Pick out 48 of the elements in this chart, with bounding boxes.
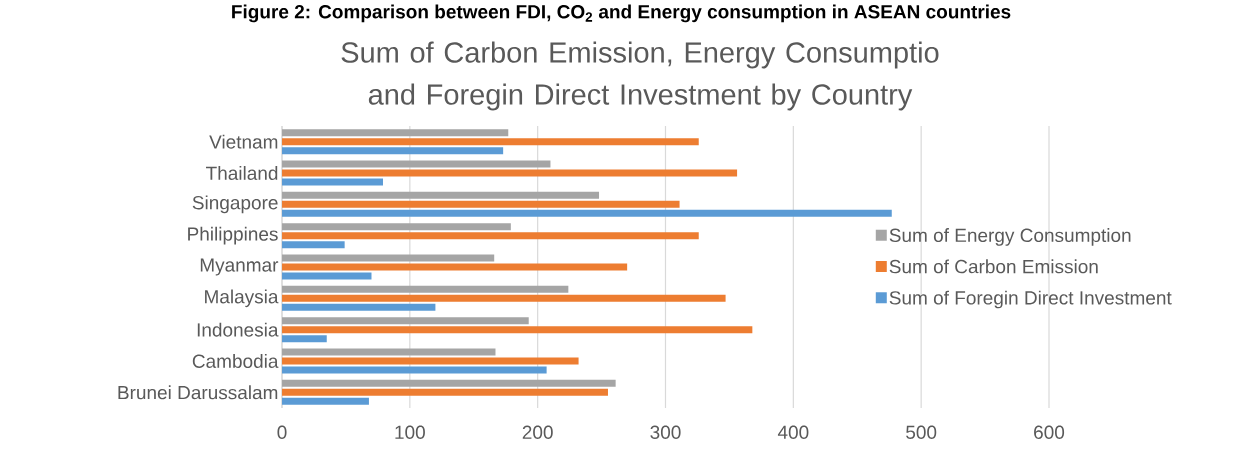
x-tick-label: 100	[395, 425, 425, 439]
bar	[282, 388, 608, 396]
x-tick-label: 200	[522, 425, 553, 439]
chart-title: Sum of Carbon Emission, Energy Consumptio and Foregin Direct Investment by Country	[341, 41, 939, 111]
y-tick-label: Indonesia	[197, 322, 279, 337]
bar	[282, 263, 628, 271]
bar	[282, 303, 436, 311]
legend-label: Sum of Carbon Emission	[889, 259, 1098, 274]
bar	[282, 160, 551, 168]
legend-label: Sum of Foregin Direct Investment	[889, 290, 1172, 309]
x-tick-label: 300	[650, 425, 681, 439]
bar	[282, 294, 726, 302]
bar	[282, 326, 753, 334]
y-tick-label: Singapore	[192, 195, 278, 214]
bar	[282, 178, 383, 186]
y-tick-label: Vietnam	[209, 134, 278, 149]
y-tick-label: Malaysia	[205, 289, 279, 308]
bar	[282, 147, 504, 155]
bar	[282, 169, 738, 177]
x-tick-label: 500	[906, 425, 937, 439]
bar	[282, 223, 511, 231]
x-tick-label: 600	[1034, 425, 1065, 439]
bar	[282, 285, 569, 293]
y-tick-label: Myanmar	[200, 258, 279, 276]
bar	[282, 129, 509, 137]
bar	[282, 191, 600, 199]
bar	[282, 232, 699, 240]
y-tick-label: Cambodia	[192, 354, 279, 368]
bar	[282, 241, 345, 249]
bar	[282, 209, 892, 217]
bar	[282, 348, 496, 356]
bar	[282, 200, 680, 208]
bar	[282, 272, 372, 280]
bar	[282, 335, 327, 343]
caption: Figure 2: Comparison between FDI, CO$_{2}$ and Energy consumption in ASEAN countries	[232, 4, 1011, 23]
x-tick-label: 0	[277, 425, 287, 439]
bar	[282, 379, 616, 387]
bar	[282, 357, 579, 365]
legend-label: Sum of Energy Consumption	[889, 228, 1131, 246]
x-tick-label: 400	[777, 425, 809, 439]
bar	[282, 397, 369, 405]
bar	[282, 366, 547, 374]
y-tick-label: Philippines	[188, 226, 278, 245]
bar	[282, 254, 495, 262]
y-tick-label: Brunei Darussalam	[118, 385, 278, 400]
bar	[282, 138, 699, 146]
bar	[282, 317, 529, 325]
y-tick-label: Thailand	[206, 166, 278, 180]
